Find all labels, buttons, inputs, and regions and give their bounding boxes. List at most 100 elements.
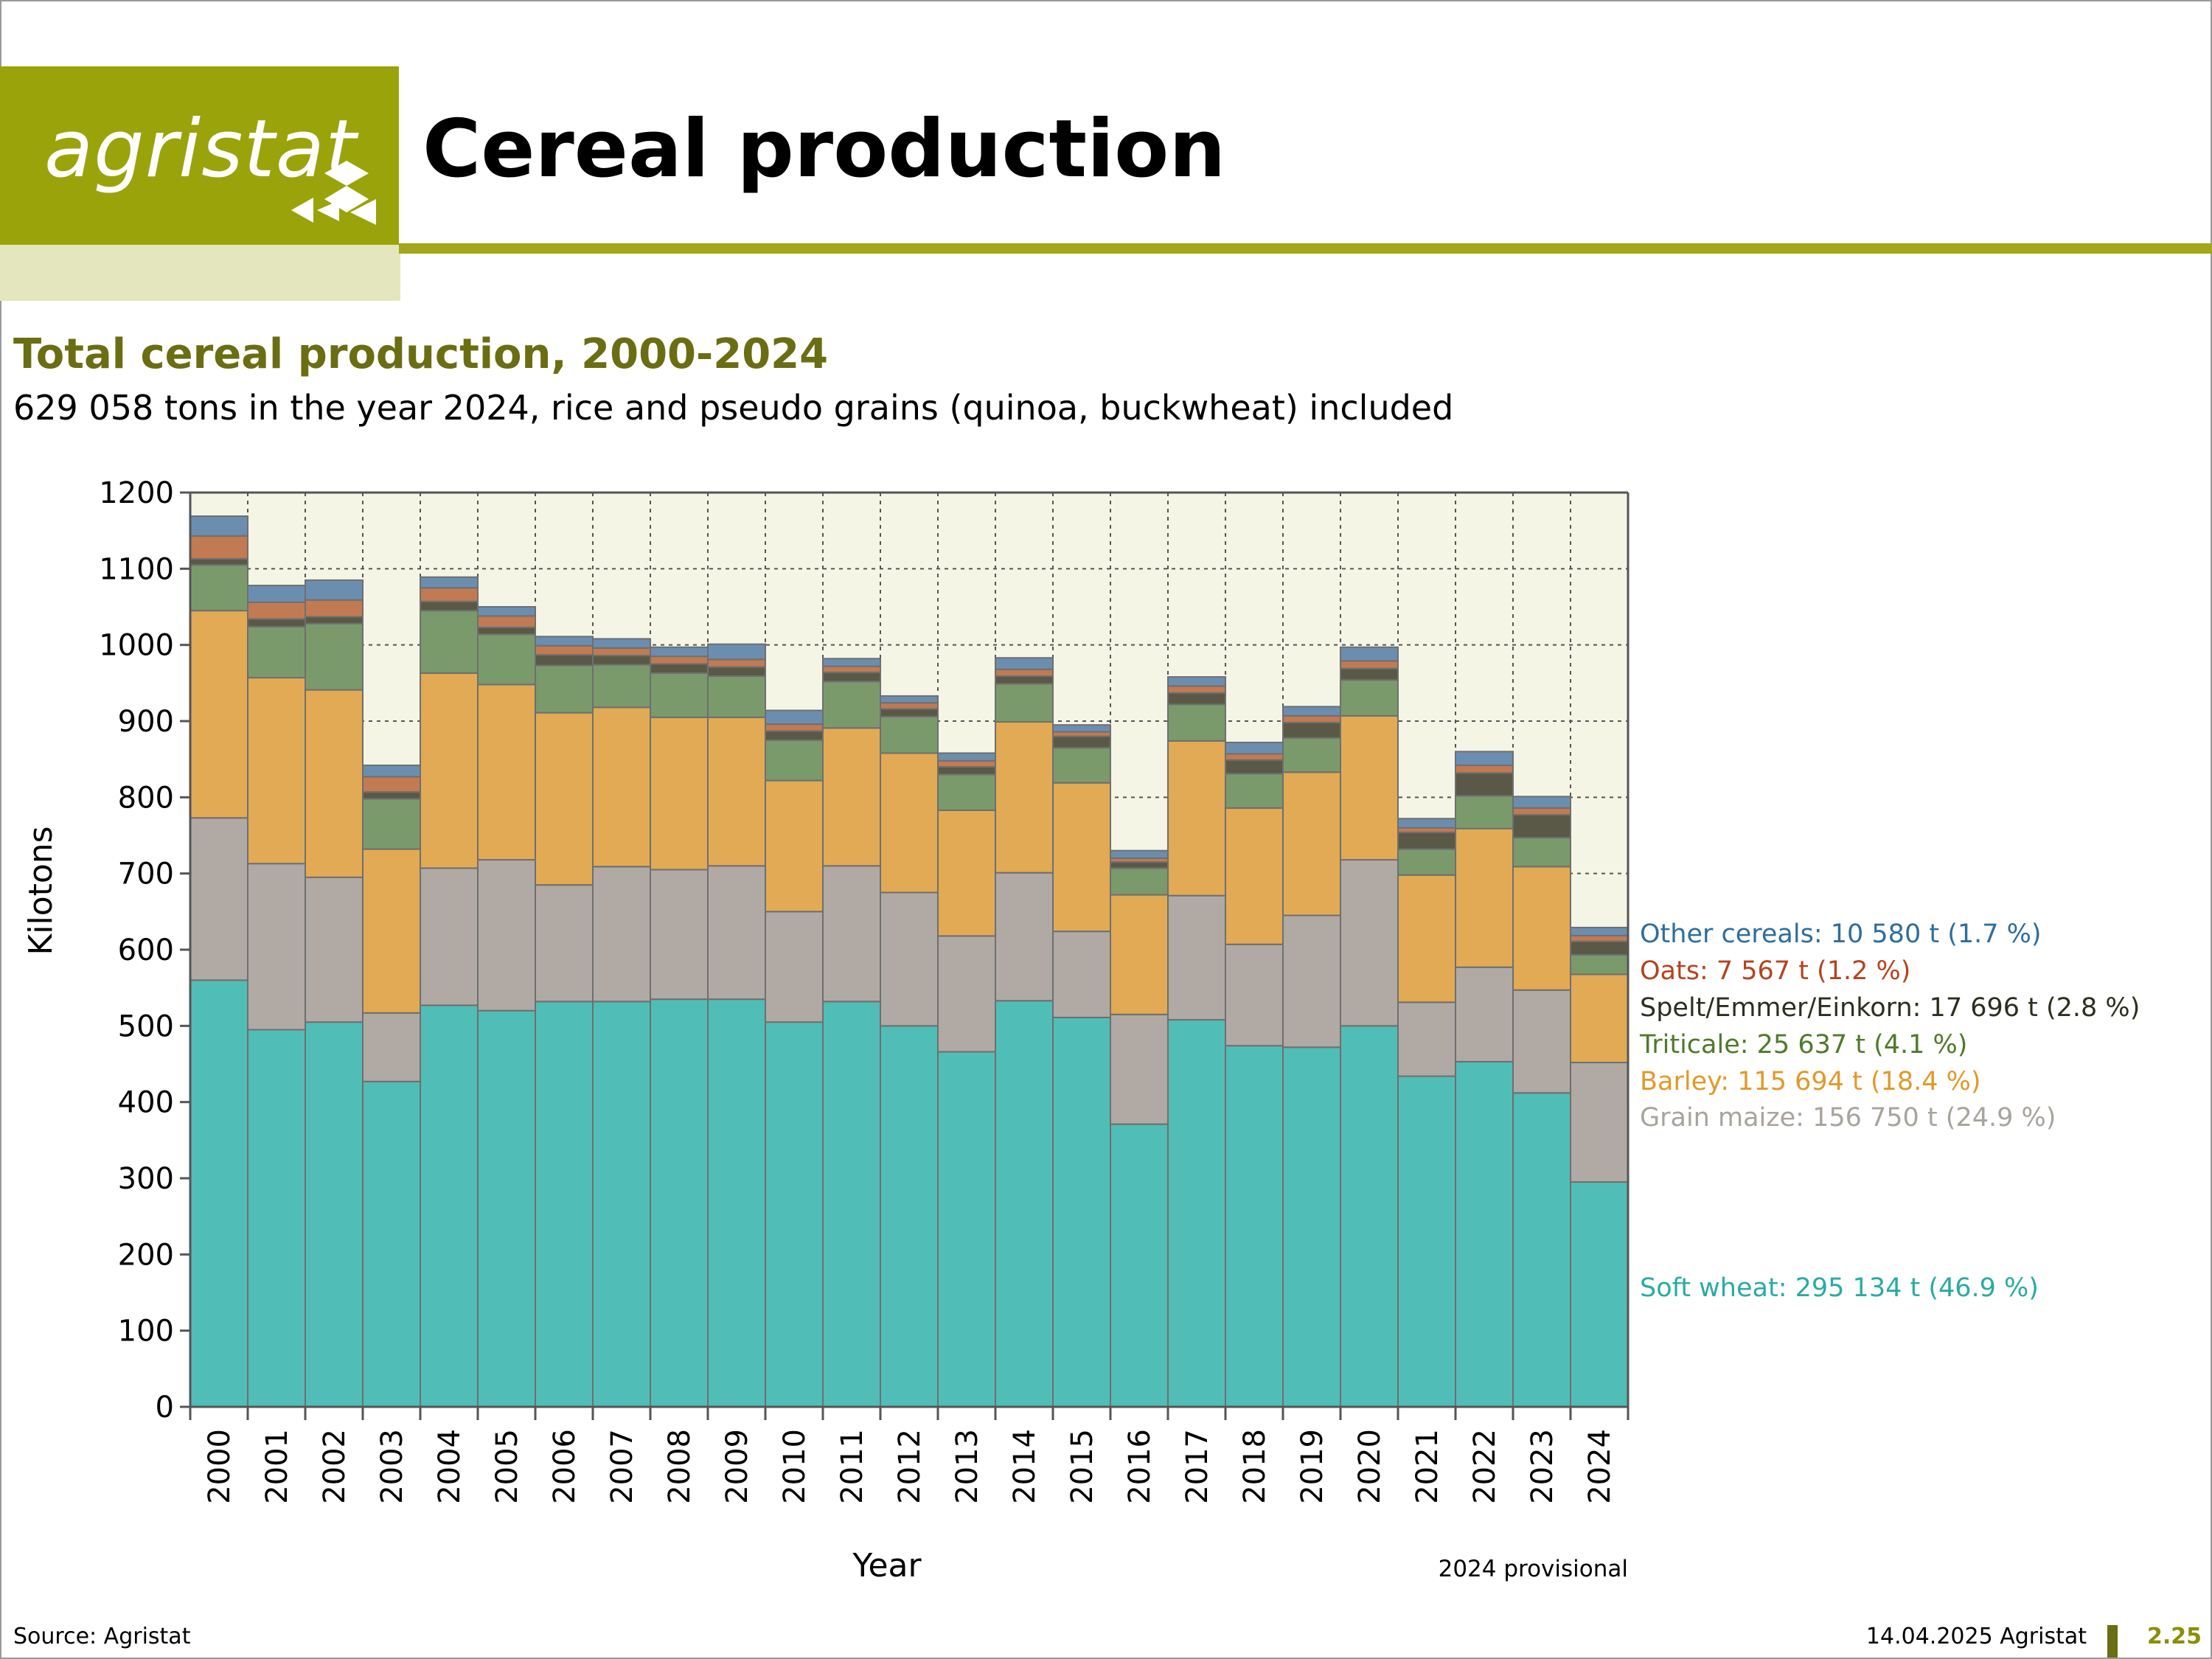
y-tick-label: 200 [118,1238,174,1272]
x-tick-label: 2024 [1583,1429,1617,1504]
bar-other [995,657,1054,670]
page-number: 2.25 [2147,1624,2202,1649]
bar-triticale [189,564,248,612]
bar-triticale [1167,703,1226,742]
bar-triticale [995,683,1054,723]
x-tick-label: 2012 [893,1429,927,1504]
x-tick-label: 2001 [260,1429,294,1504]
logo-diamond-icon [291,161,376,225]
bar-other [535,636,594,647]
bar-soft-wheat [995,1000,1054,1408]
page-title: Cereal production [422,103,1226,195]
bar-oats [1570,934,1629,942]
bar-grain-maize [535,884,594,1003]
logo-text: agristat [44,103,358,195]
bar-soft-wheat [1455,1060,1514,1408]
bar-oats [1512,807,1571,816]
bar-soft-wheat [1110,1123,1169,1408]
y-tick-label: 500 [118,1009,174,1043]
bar-oats [305,599,364,618]
bar-soft-wheat [1570,1181,1629,1408]
bar-grain-maize [1167,894,1226,1021]
x-tick-label: 2013 [950,1429,984,1504]
bar-spelt [1512,814,1571,839]
x-tick-label: 2008 [663,1429,697,1504]
bar-other [1455,751,1514,766]
title-underline [399,243,2212,254]
y-tick-label: 100 [118,1315,174,1349]
x-tick-label: 2011 [835,1429,869,1504]
x-axis-title: Year [852,1547,922,1585]
bar-triticale [1570,954,1629,975]
bar-grain-maize [189,817,248,981]
y-tick-label: 400 [118,1086,174,1120]
bar-spelt [650,663,709,674]
legend-spelt: Spelt/Emmer/Einkorn: 17 696 t (2.8 %) [1640,993,2140,1023]
bar-grain-maize [1570,1062,1629,1183]
y-tick-label: 1100 [99,552,174,586]
bar-grain-maize [477,859,536,1012]
bar-oats [477,615,536,628]
bar-soft-wheat [535,1001,594,1408]
bar-triticale [477,633,536,686]
bar-triticale [822,681,881,729]
bar-grain-maize [995,872,1054,1002]
bar-spelt [822,671,881,683]
bar-triticale [1052,747,1111,784]
bar-barley [189,610,248,819]
y-tick-label: 1200 [99,476,174,510]
bar-oats [937,759,996,768]
bar-spelt [880,708,939,717]
x-tick-label: 2003 [375,1429,409,1504]
legend-oats: Oats: 7 567 t (1.2 %) [1640,956,1910,986]
bar-oats [592,647,651,657]
x-tick-label: 2018 [1238,1429,1272,1504]
bar-triticale [1340,679,1399,717]
bar-grain-maize [247,863,306,1031]
y-tick-label: 900 [118,705,174,739]
bar-oats [189,535,248,560]
bar-other [1225,741,1284,755]
bar-soft-wheat [477,1009,536,1408]
bar-triticale [247,625,306,679]
bar-barley [1110,894,1169,1015]
bar-spelt [1167,692,1226,706]
bar-grain-maize [822,865,881,1003]
bar-barley [420,672,479,869]
bar-soft-wheat [592,1001,651,1408]
x-tick-label: 2021 [1411,1429,1444,1504]
bar-grain-maize [880,891,939,1027]
bar-soft-wheat [765,1021,824,1408]
x-tick-label: 2000 [203,1429,237,1504]
bar-spelt [1282,722,1341,739]
bar-soft-wheat [1512,1092,1571,1408]
bar-triticale [937,773,996,811]
bar-triticale [1225,773,1284,809]
bar-oats [535,644,594,656]
bar-other [420,576,479,589]
x-tick-label: 2002 [318,1429,352,1504]
bar-triticale [765,739,824,782]
bar-soft-wheat [822,1001,881,1408]
bar-barley [1167,740,1226,897]
chart-subtitle: Total cereal production, 2000-2024 [13,330,829,378]
bar-spelt [1110,861,1169,869]
bar-grain-maize [1397,1001,1456,1077]
bar-spelt [362,791,421,800]
bar-other [247,585,306,603]
bar-oats [1455,764,1514,774]
x-tick-label: 2020 [1353,1429,1387,1504]
bar-oats [1340,660,1399,669]
bar-other [1397,818,1456,829]
bar-barley [1570,973,1629,1064]
bar-spelt [1397,831,1456,850]
bar-barley [765,779,824,913]
bar-barley [707,716,766,867]
bar-barley [477,684,536,861]
bar-spelt [765,730,824,741]
bar-triticale [362,798,421,850]
bar-oats [247,601,306,620]
bar-grain-maize [1455,966,1514,1062]
bar-triticale [1512,837,1571,868]
